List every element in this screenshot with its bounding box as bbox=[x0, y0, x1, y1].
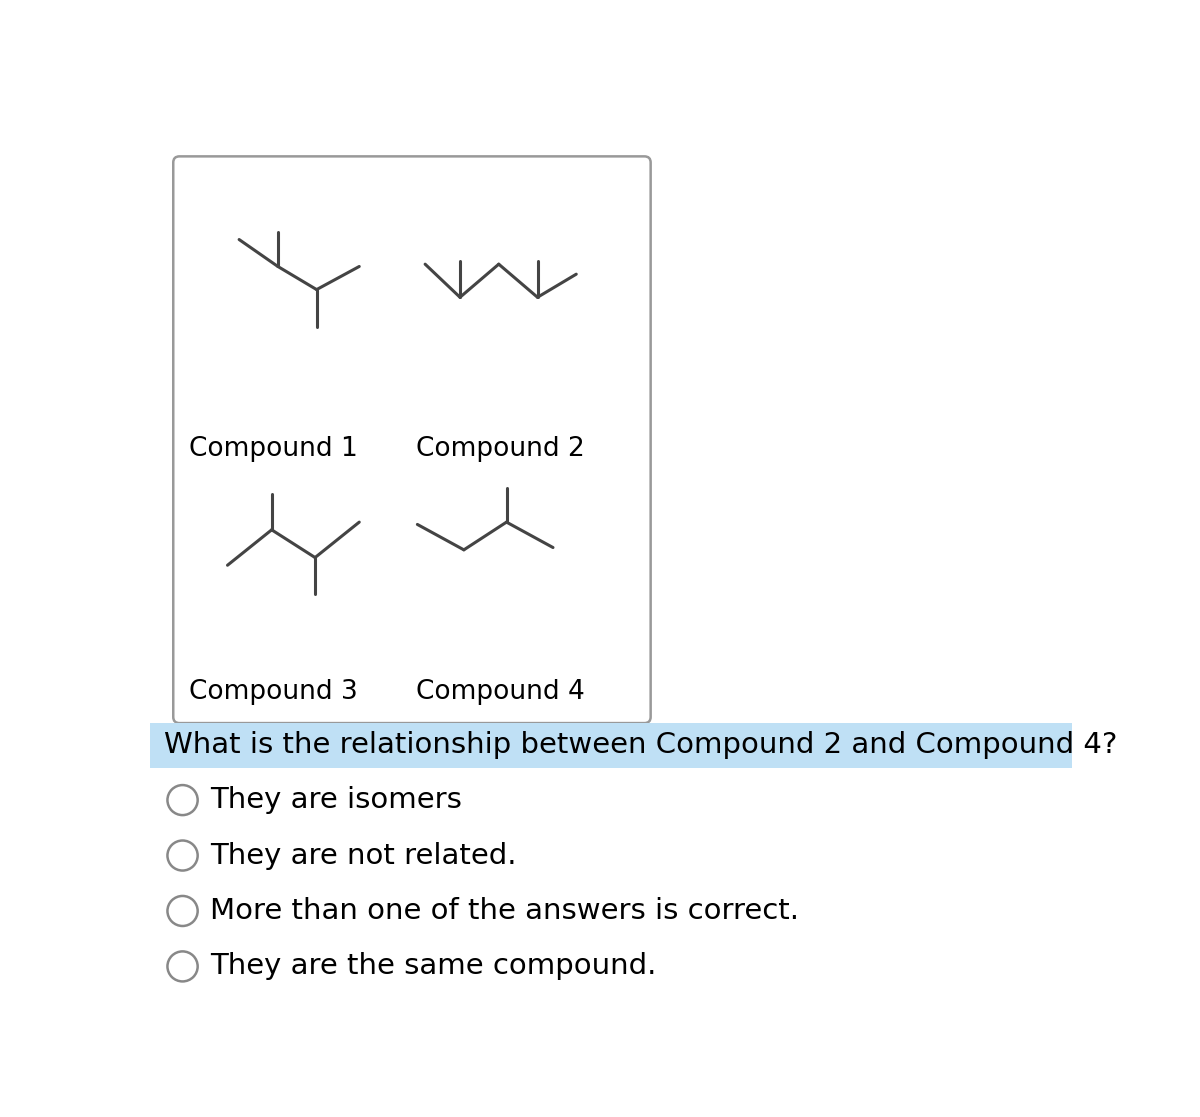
Circle shape bbox=[168, 840, 198, 870]
Text: They are the same compound.: They are the same compound. bbox=[210, 953, 656, 981]
FancyBboxPatch shape bbox=[173, 156, 650, 723]
Text: Compound 1: Compound 1 bbox=[188, 436, 358, 462]
Circle shape bbox=[168, 896, 198, 926]
Text: More than one of the answers is correct.: More than one of the answers is correct. bbox=[210, 897, 799, 925]
Text: Compound 3: Compound 3 bbox=[188, 679, 358, 705]
Circle shape bbox=[168, 952, 198, 982]
Text: They are isomers: They are isomers bbox=[210, 786, 462, 814]
FancyBboxPatch shape bbox=[150, 723, 1073, 767]
Circle shape bbox=[168, 785, 198, 815]
Text: They are not related.: They are not related. bbox=[210, 841, 517, 869]
Text: What is the relationship between Compound 2 and Compound 4?: What is the relationship between Compoun… bbox=[164, 732, 1117, 760]
Text: Compound 2: Compound 2 bbox=[416, 436, 584, 462]
Text: Compound 4: Compound 4 bbox=[416, 679, 584, 705]
